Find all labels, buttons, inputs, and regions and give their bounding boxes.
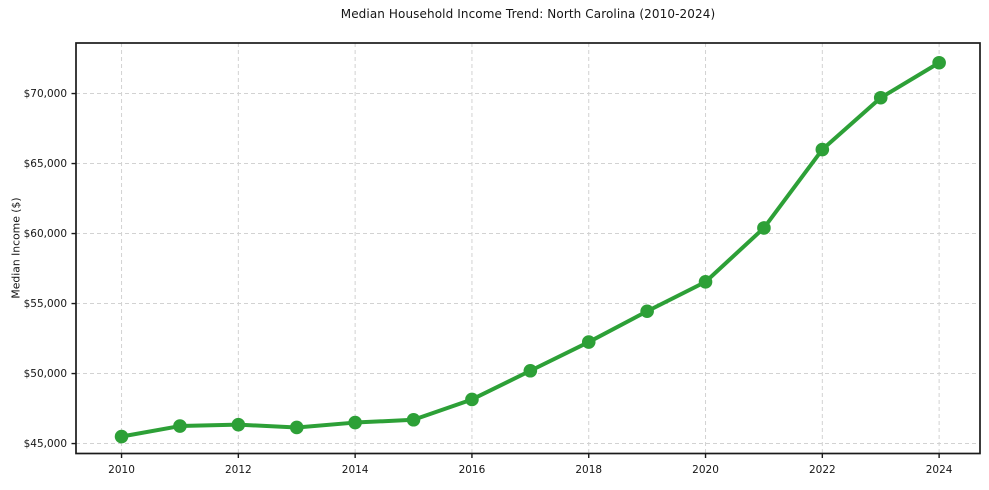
data-point bbox=[348, 415, 362, 430]
x-tick-label: 2012 bbox=[225, 464, 252, 476]
data-point bbox=[581, 335, 596, 349]
trend-line bbox=[119, 60, 942, 439]
data-point bbox=[815, 142, 830, 157]
y-tick-label: $55,000 bbox=[24, 298, 67, 310]
data-point bbox=[523, 363, 538, 378]
x-tick-label: 2024 bbox=[926, 464, 953, 476]
plot-border bbox=[75, 42, 981, 455]
x-tick-label: 2016 bbox=[459, 464, 486, 476]
x-tick-label: 2022 bbox=[809, 464, 836, 476]
y-tick-label: $70,000 bbox=[24, 88, 67, 100]
data-point bbox=[289, 420, 304, 435]
data-point bbox=[757, 221, 771, 235]
data-point bbox=[114, 429, 129, 444]
data-point bbox=[873, 90, 888, 105]
data-point bbox=[640, 304, 654, 319]
y-tick-label: $65,000 bbox=[24, 158, 67, 170]
x-tick-label: 2010 bbox=[108, 464, 135, 476]
data-point bbox=[231, 417, 246, 432]
data-point bbox=[173, 419, 187, 433]
y-tick-label: $45,000 bbox=[24, 438, 67, 450]
data-point bbox=[465, 392, 479, 407]
x-tick-label: 2018 bbox=[575, 464, 602, 476]
chart-title: Median Household Income Trend: North Car… bbox=[340, 7, 716, 21]
y-tick-label: $60,000 bbox=[24, 228, 67, 240]
data-point bbox=[932, 55, 946, 70]
data-point bbox=[698, 275, 713, 289]
data-point bbox=[406, 412, 421, 427]
x-tick-label: 2014 bbox=[342, 464, 369, 476]
y-tick-label: $50,000 bbox=[24, 368, 67, 380]
x-tick-label: 2020 bbox=[692, 464, 719, 476]
